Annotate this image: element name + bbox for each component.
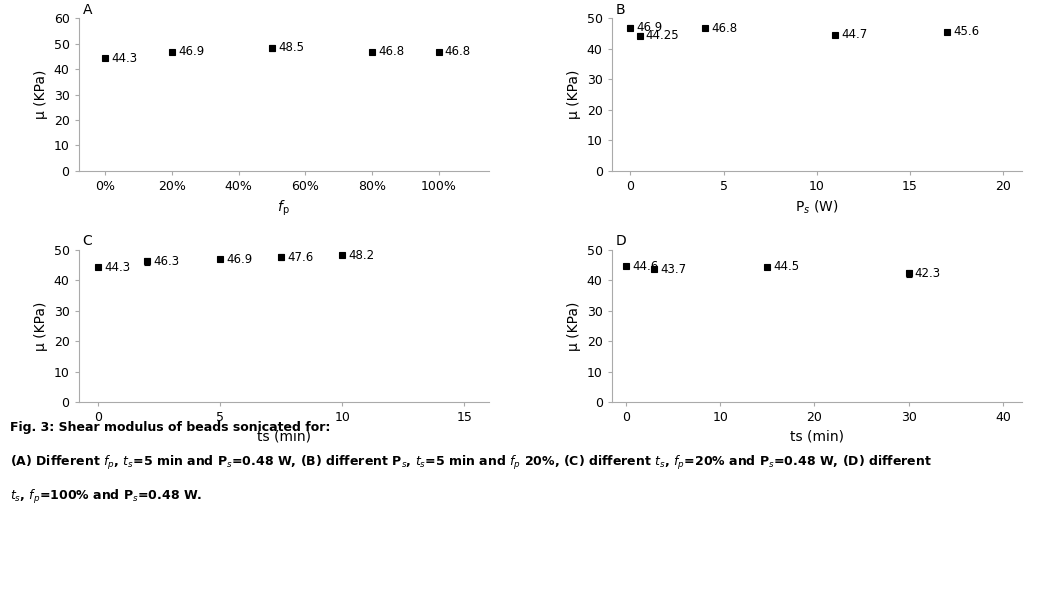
Text: 46.8: 46.8 [444, 45, 471, 58]
X-axis label: $\it{f}$$_\mathrm{p}$: $\it{f}$$_\mathrm{p}$ [278, 198, 290, 217]
Text: 48.2: 48.2 [348, 249, 374, 262]
Text: 44.25: 44.25 [646, 29, 679, 42]
Text: 46.9: 46.9 [226, 253, 253, 266]
Y-axis label: μ (KPa): μ (KPa) [34, 301, 48, 351]
Text: 42.3: 42.3 [915, 267, 941, 280]
Text: Fig. 3: Shear modulus of beads sonicated for:: Fig. 3: Shear modulus of beads sonicated… [10, 421, 331, 433]
Text: (A) Different $f_p$, $t_s$=5 min and P$_s$=0.48 W, (B) different P$_s$, $t_s$=5 : (A) Different $f_p$, $t_s$=5 min and P$_… [10, 454, 933, 472]
Text: 44.5: 44.5 [773, 260, 800, 273]
Text: C: C [83, 235, 92, 249]
Text: 44.3: 44.3 [105, 261, 130, 274]
X-axis label: ts (min): ts (min) [257, 430, 310, 444]
Text: 46.9: 46.9 [178, 45, 204, 58]
Text: 43.7: 43.7 [660, 263, 686, 276]
Text: B: B [616, 3, 626, 17]
Text: 46.9: 46.9 [636, 21, 662, 34]
Text: 45.6: 45.6 [954, 25, 980, 38]
Text: 48.5: 48.5 [278, 41, 304, 54]
Text: 44.7: 44.7 [842, 28, 868, 41]
Text: 44.6: 44.6 [632, 260, 658, 273]
Text: 47.6: 47.6 [287, 251, 313, 263]
Text: $t_s$, $f_p$=100% and P$_s$=0.48 W.: $t_s$, $f_p$=100% and P$_s$=0.48 W. [10, 488, 203, 506]
Text: 46.8: 46.8 [378, 45, 405, 58]
Text: D: D [616, 235, 627, 249]
X-axis label: P$_s$ (W): P$_s$ (W) [794, 198, 838, 216]
Text: 44.3: 44.3 [111, 52, 137, 64]
Text: 46.8: 46.8 [711, 21, 737, 34]
Text: A: A [83, 3, 92, 17]
Text: 46.3: 46.3 [153, 255, 179, 268]
Y-axis label: μ (KPa): μ (KPa) [34, 70, 48, 119]
Y-axis label: μ (KPa): μ (KPa) [567, 70, 582, 119]
X-axis label: ts (min): ts (min) [790, 430, 844, 444]
Y-axis label: μ (KPa): μ (KPa) [567, 301, 582, 351]
